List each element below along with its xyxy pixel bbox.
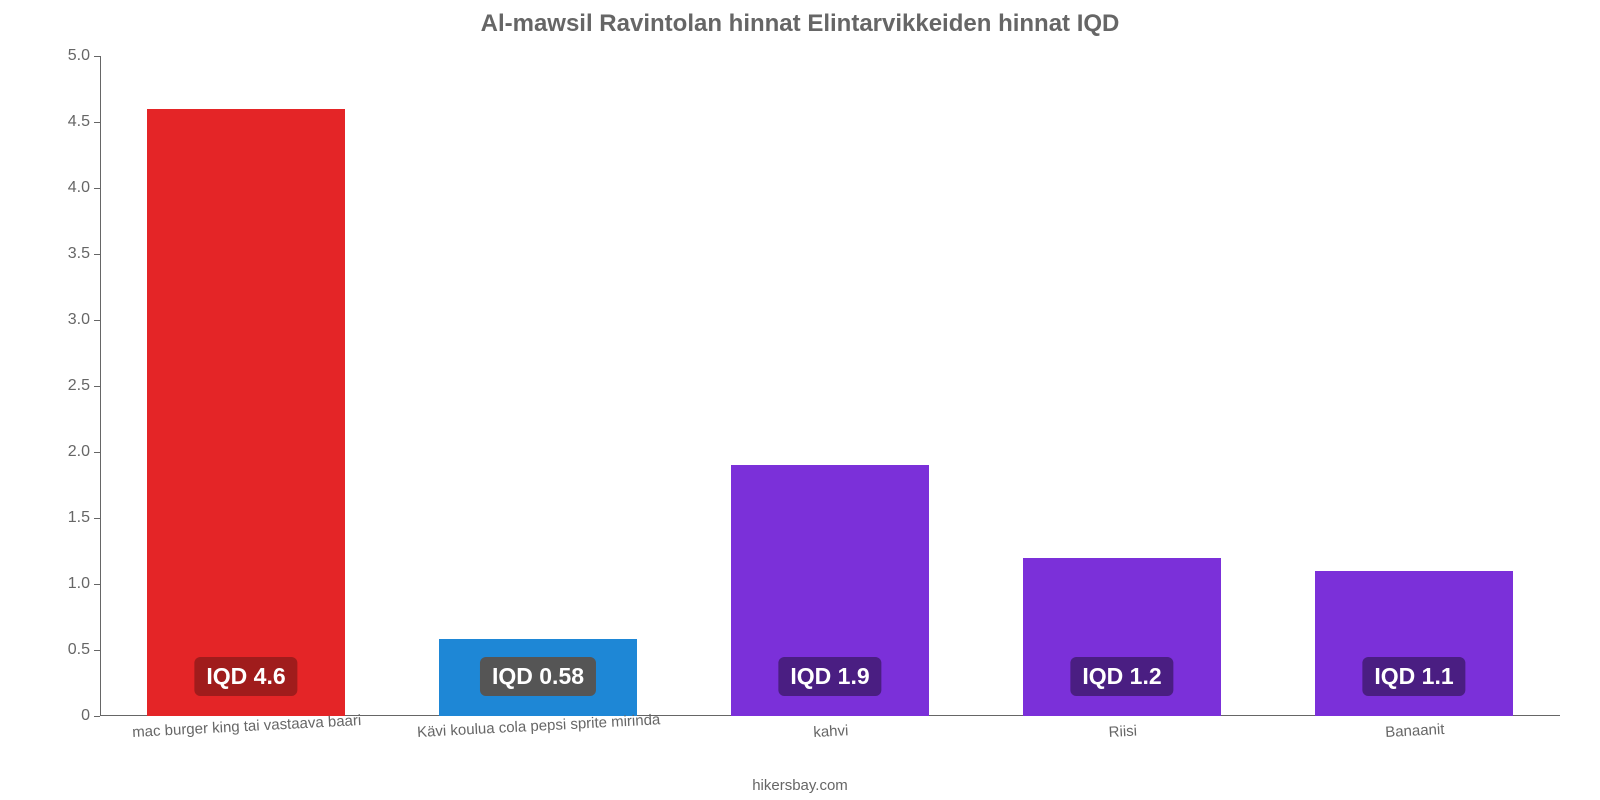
y-tick-mark — [94, 650, 100, 651]
bars-container: IQD 4.6mac burger king tai vastaava baar… — [100, 56, 1560, 716]
value-badge: IQD 0.58 — [480, 657, 596, 696]
y-tick-mark — [94, 452, 100, 453]
y-tick-mark — [94, 716, 100, 717]
price-bar-chart: Al-mawsil Ravintolan hinnat Elintarvikke… — [0, 0, 1600, 800]
bar-slot: IQD 4.6mac burger king tai vastaava baar… — [100, 56, 392, 716]
y-tick-mark — [94, 386, 100, 387]
x-category-label: Riisi — [1108, 715, 1138, 741]
value-badge: IQD 4.6 — [194, 657, 297, 696]
attribution-text: hikersbay.com — [0, 777, 1600, 794]
bar-slot: IQD 0.58Kävi koulua cola pepsi sprite mi… — [392, 56, 684, 716]
bar-slot: IQD 1.9kahvi — [684, 56, 976, 716]
plot-area: IQD 4.6mac burger king tai vastaava baar… — [100, 56, 1560, 716]
value-badge: IQD 1.2 — [1070, 657, 1173, 696]
bar-slot: IQD 1.1Banaanit — [1268, 56, 1560, 716]
chart-title: Al-mawsil Ravintolan hinnat Elintarvikke… — [0, 0, 1600, 38]
x-category-label: kahvi — [812, 714, 848, 741]
y-tick-mark — [94, 122, 100, 123]
x-category-label: Banaanit — [1384, 713, 1444, 741]
y-tick-mark — [94, 188, 100, 189]
y-tick-mark — [94, 320, 100, 321]
value-badge: IQD 1.1 — [1362, 657, 1465, 696]
bar — [147, 109, 346, 716]
y-tick-mark — [94, 518, 100, 519]
y-tick-mark — [94, 254, 100, 255]
y-tick-mark — [94, 56, 100, 57]
y-tick-mark — [94, 584, 100, 585]
value-badge: IQD 1.9 — [778, 657, 881, 696]
bar-slot: IQD 1.2Riisi — [976, 56, 1268, 716]
